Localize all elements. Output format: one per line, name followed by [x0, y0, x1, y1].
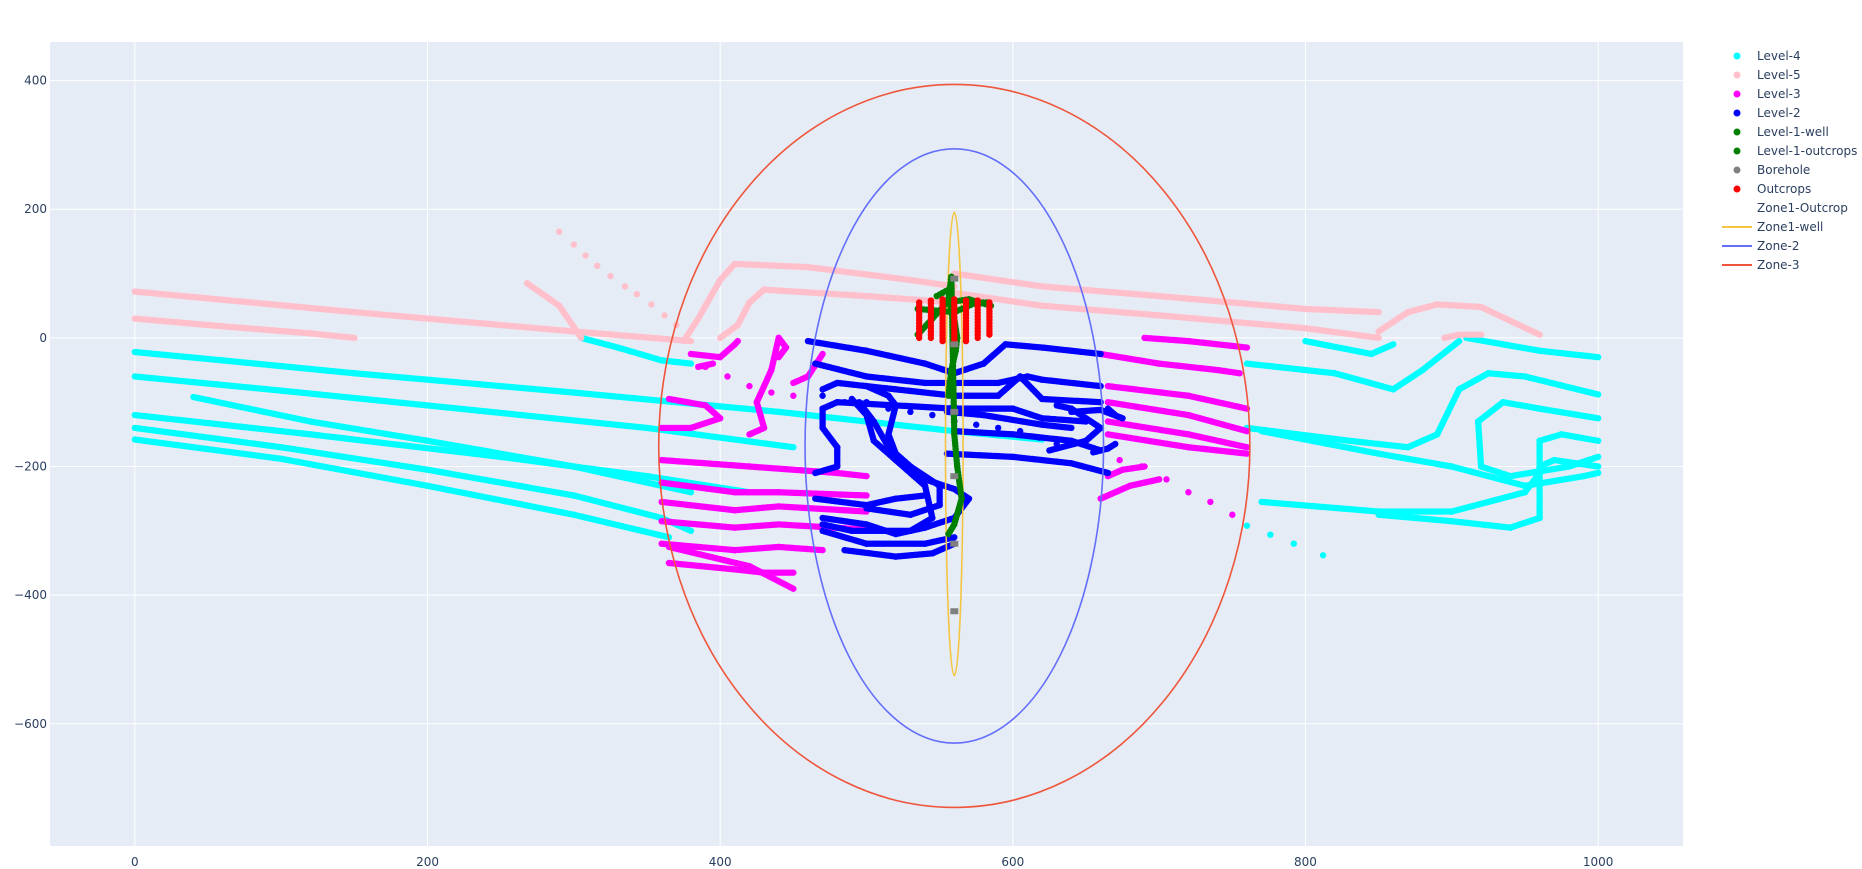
- level-4-point: [1390, 341, 1397, 348]
- grid-layer: [50, 42, 1683, 846]
- y-tick-label: 0: [39, 331, 47, 345]
- level-5-point: [607, 272, 614, 280]
- level-5-point: [556, 228, 563, 235]
- level-4-point: [1258, 498, 1265, 506]
- level-5-point: [582, 252, 589, 259]
- x-tick-label: 600: [1001, 855, 1024, 869]
- y-axis-ticks: 400 200 0 −200 −400 −600: [14, 74, 47, 731]
- y-tick-label: −200: [14, 460, 47, 474]
- level-4-point: [687, 360, 695, 367]
- level-3-point: [863, 472, 870, 480]
- level-4-point: [1375, 511, 1382, 518]
- level-5-point: [594, 262, 601, 270]
- y-tick-label: 400: [24, 74, 47, 88]
- level-4-point: [1594, 453, 1602, 461]
- level-4-point: [1455, 337, 1463, 345]
- x-tick-label: 400: [709, 855, 732, 869]
- plot-background: [50, 42, 1683, 846]
- level-3-point: [819, 350, 826, 358]
- level-3-point: [734, 337, 741, 345]
- level-4-point: [1267, 531, 1274, 538]
- level-4-point: [1290, 540, 1297, 547]
- level-5-point: [1375, 334, 1382, 342]
- level-5-point: [1477, 331, 1485, 338]
- level-4-point: [790, 444, 797, 451]
- y-tick-label: −600: [14, 717, 47, 731]
- level-5-point: [577, 334, 585, 342]
- x-tick-label: 1000: [1583, 855, 1614, 869]
- level-4-point: [1594, 353, 1602, 361]
- level-3-point: [819, 546, 826, 554]
- x-axis-ticks: 0 200 400 600 800 1000: [131, 855, 1613, 869]
- level-5-point: [1375, 308, 1382, 316]
- level-3-point: [790, 569, 797, 576]
- level-3-point: [1236, 370, 1243, 377]
- level-5-point: [633, 290, 640, 298]
- level-5-point: [1536, 331, 1543, 338]
- level-5-point: [648, 301, 655, 308]
- x-tick-label: 0: [131, 855, 139, 869]
- level-4-point: [687, 527, 695, 535]
- level-4-point: [687, 489, 695, 496]
- level-3-point: [790, 585, 797, 592]
- level-5-point: [687, 337, 695, 345]
- level-4-point: [1594, 469, 1602, 477]
- level-5-point: [351, 334, 358, 342]
- level-4-point: [1243, 522, 1251, 529]
- y-tick-label: −400: [14, 588, 47, 602]
- series-level-5: [131, 228, 1543, 345]
- level-3-point: [863, 492, 870, 499]
- y-tick-label: 200: [24, 202, 47, 216]
- level-3-point: [746, 431, 753, 438]
- series-layer: [131, 83, 1602, 809]
- level-4-point: [1319, 552, 1327, 559]
- x-tick-label: 200: [416, 855, 439, 869]
- x-tick-label: 800: [1294, 855, 1317, 869]
- level-3-point: [709, 360, 717, 367]
- level-5-point: [661, 312, 668, 319]
- level-5-point: [621, 283, 629, 290]
- level-5-point: [570, 241, 578, 248]
